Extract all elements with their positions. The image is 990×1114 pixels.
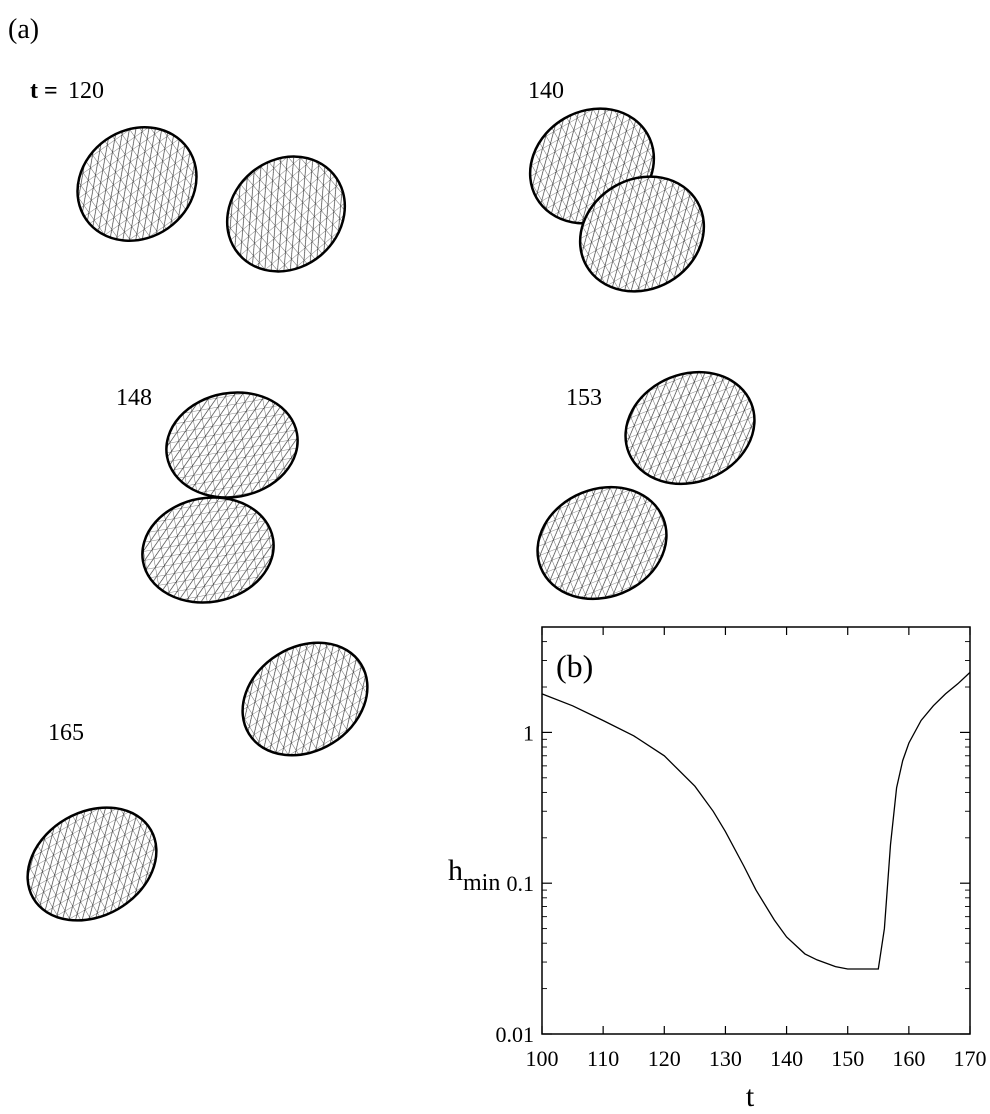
y-tick-label: 0.1 xyxy=(507,871,535,896)
series-line xyxy=(541,671,971,970)
droplet-mesh xyxy=(578,175,706,293)
droplet-mesh xyxy=(536,485,668,601)
droplet-mesh xyxy=(241,641,369,757)
droplet-mesh xyxy=(165,391,299,499)
y-axis-label-main: h xyxy=(448,854,463,887)
x-axis: 100 110 120 130 140 150 160 170 xyxy=(526,627,987,1071)
snapshot-140: 140 xyxy=(528,78,706,293)
time-label-120: 120 xyxy=(68,78,104,104)
snapshot-120: t = 120 xyxy=(30,78,347,273)
t-prefix-label: t = xyxy=(30,78,58,104)
y-axis: 0.01 0.1 1 xyxy=(496,641,970,1047)
x-tick-label: 140 xyxy=(770,1046,803,1071)
x-tick-label: 120 xyxy=(648,1046,681,1071)
droplet-mesh xyxy=(26,806,158,922)
x-tick-label: 160 xyxy=(892,1046,925,1071)
snapshot-165: 165 xyxy=(26,641,369,922)
time-label-148: 148 xyxy=(116,385,152,411)
x-tick-label: 110 xyxy=(587,1046,619,1071)
time-label-140: 140 xyxy=(528,78,564,104)
x-axis-label: t xyxy=(746,1080,755,1113)
y-axis-label: hmin xyxy=(448,854,500,896)
x-tick-label: 130 xyxy=(709,1046,742,1071)
y-tick-label: 0.01 xyxy=(496,1022,535,1047)
y-axis-label-subscript: min xyxy=(463,870,500,896)
snapshot-153: 153 xyxy=(536,370,756,601)
snapshot-148: 148 xyxy=(116,385,299,604)
hmin-chart: 100 110 120 130 140 150 160 170 0.01 0.1 1 (b) hm… xyxy=(448,626,987,1113)
time-label-165: 165 xyxy=(48,720,84,746)
time-label-153: 153 xyxy=(566,385,602,411)
x-tick-label: 150 xyxy=(831,1046,864,1071)
plot-frame xyxy=(541,626,971,1035)
droplet-mesh xyxy=(624,370,756,486)
panel-a-label: (a) xyxy=(8,14,39,45)
x-tick-label: 170 xyxy=(954,1046,987,1071)
y-tick-label: 1 xyxy=(523,720,534,745)
droplet-mesh xyxy=(141,496,275,604)
x-tick-label: 100 xyxy=(526,1046,559,1071)
droplet-mesh xyxy=(76,125,198,243)
droplet-mesh xyxy=(225,155,347,273)
panel-b-label: (b) xyxy=(556,648,593,684)
